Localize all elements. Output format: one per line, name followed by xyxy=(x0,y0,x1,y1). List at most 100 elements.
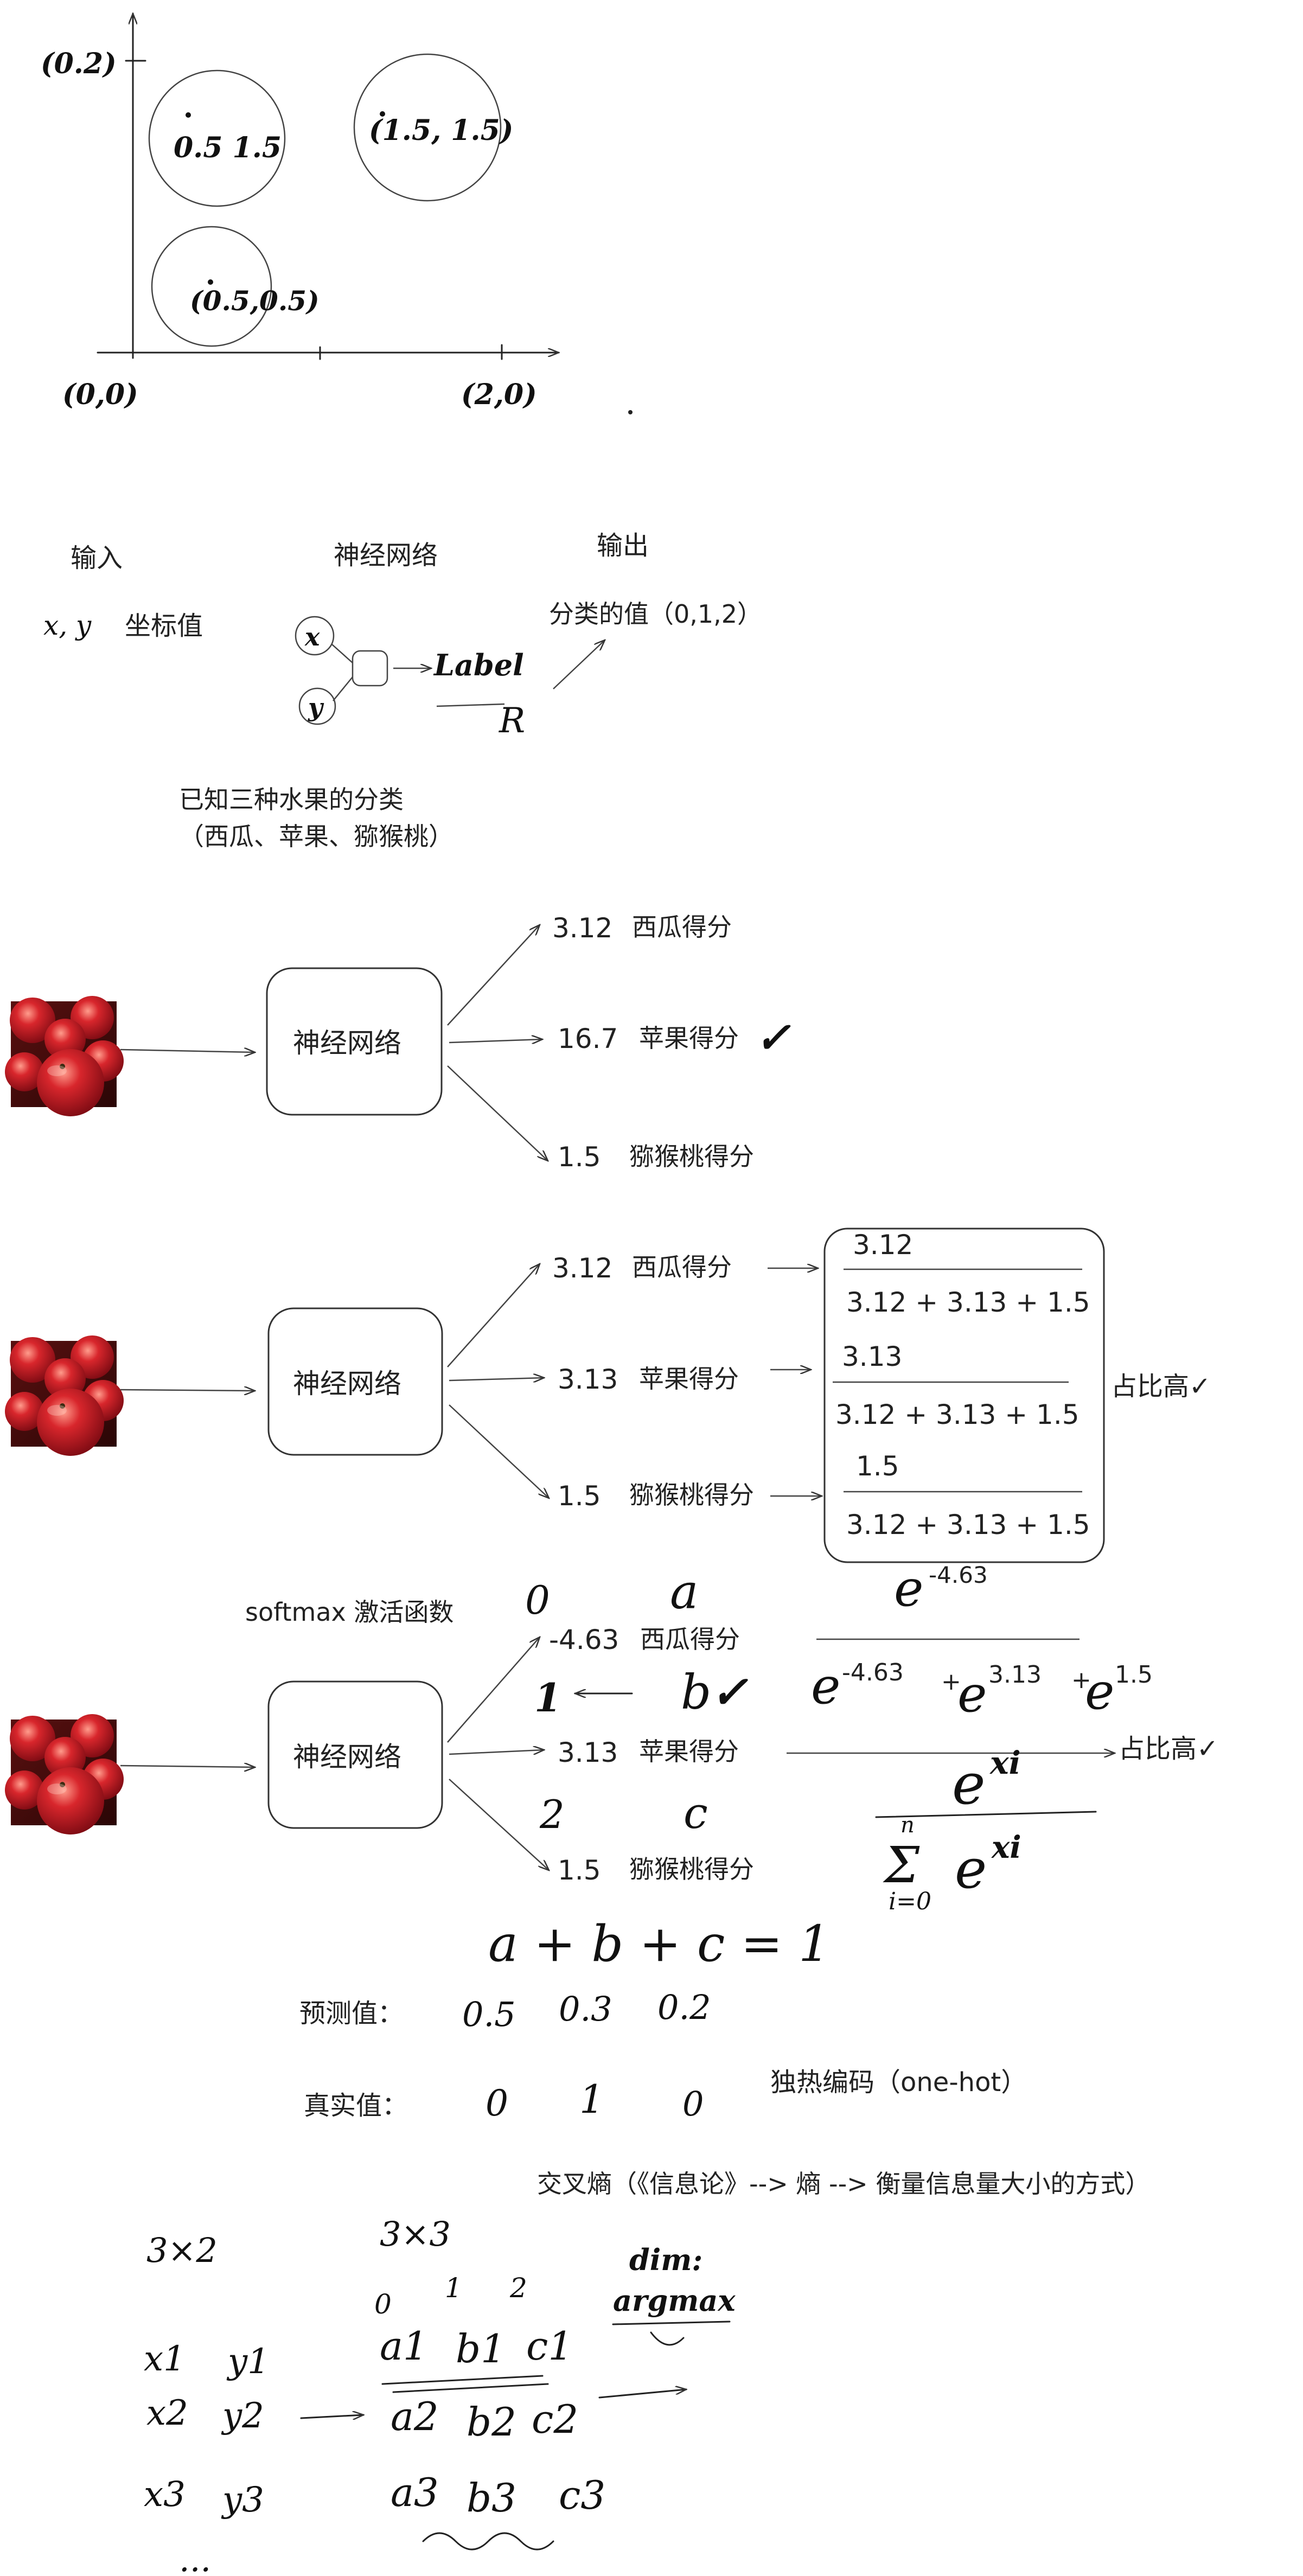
s3-score-2-value: 1.5 xyxy=(558,1855,601,1886)
note-argmax: argmax xyxy=(613,2283,736,2318)
circle-bottom-left xyxy=(151,226,272,347)
out-c3: c3 xyxy=(559,2472,605,2518)
nn-box-3 xyxy=(267,1680,443,1829)
note-dim: dim: xyxy=(629,2242,702,2277)
letter-b: b xyxy=(681,1664,711,1720)
output-desc: 分类的值（0,1,2） xyxy=(549,599,762,629)
softmax-fraction-bar xyxy=(875,1811,1097,1818)
s1-score-0-label: 西瓜得分 xyxy=(632,912,732,942)
s2-score-2-value: 1.5 xyxy=(558,1480,601,1512)
matrix-section: 3×2 3×3 0 1 2 x1 y1 x2 y2 x3 y3 ... a1 b… xyxy=(144,2214,736,2576)
s2-score-0-label: 西瓜得分 xyxy=(632,1252,732,1282)
s3-score-1-value: 3.13 xyxy=(558,1737,618,1768)
argmax-hook xyxy=(650,2331,685,2346)
point-bottom-left xyxy=(208,279,213,285)
s1-score-1-value: 16.7 xyxy=(558,1023,618,1054)
score-arrow-3c xyxy=(449,1779,549,1870)
photo-to-nn-arrow-1 xyxy=(120,1050,255,1052)
nn-title: 神经网络 xyxy=(334,540,438,571)
node-y-label: y xyxy=(308,693,324,722)
out-a2: a2 xyxy=(391,2394,439,2439)
node-x-label: x xyxy=(304,622,320,651)
s1-score-2-value: 1.5 xyxy=(558,1141,601,1173)
nn-box-3-label: 神经网络 xyxy=(293,1741,401,1773)
out-b1: b1 xyxy=(456,2326,506,2372)
softmax-num-base: e xyxy=(952,1751,986,1817)
softmax-label: softmax 激活函数 xyxy=(245,1597,454,1627)
s3-den-exp-2: 1.5 xyxy=(1115,1661,1153,1689)
frac-2-num: 1.5 xyxy=(856,1450,899,1482)
node-x xyxy=(295,616,335,656)
pred-value-2: 0.2 xyxy=(657,1987,711,2027)
softmax-den-exp: xi xyxy=(991,1830,1021,1865)
index-0: 0 xyxy=(525,1577,550,1623)
col-index-2: 2 xyxy=(509,2272,527,2304)
s3-score-1-label: 苹果得分 xyxy=(639,1737,739,1766)
argmax-underline xyxy=(612,2321,731,2325)
softmax-sum-bottom: i=0 xyxy=(889,1888,931,1915)
score-arrow-3b xyxy=(449,1750,544,1755)
score-arrow-2b xyxy=(449,1378,544,1380)
fruits-line1: 已知三种水果的分类 xyxy=(179,785,404,814)
pred-label: 预测值： xyxy=(299,1998,404,2029)
frac-0-num: 3.12 xyxy=(853,1229,913,1261)
score-arrow-3a xyxy=(447,1637,540,1743)
s3-check: ✓ xyxy=(711,1666,748,1718)
s3-den-base-0: e xyxy=(811,1657,840,1715)
s3-ratio-note: 占比高✓ xyxy=(1119,1734,1218,1764)
s1-score-0-value: 3.12 xyxy=(552,912,612,944)
input-y2: y2 xyxy=(221,2396,264,2436)
point-top-right xyxy=(380,111,385,117)
circle-label-top-left: 0.5 1.5 xyxy=(174,131,282,164)
s3-den-base-1: e xyxy=(957,1665,987,1723)
s3-score-0-value: -4.63 xyxy=(549,1624,619,1655)
section-2: 神经网络 3.12 西瓜得分 3.13 苹果得分 1.5 猕猴桃得分 3.12 … xyxy=(5,1228,1211,1563)
apple-photo-2 xyxy=(5,1335,124,1456)
pred-value-1: 0.3 xyxy=(559,1989,612,2029)
coordinate-plot: (0.2) (0,0) (2,0) 0.5 1.5 (1.5, 1.5) (0.… xyxy=(41,14,633,414)
fruits-line2: （西瓜、苹果、猕猴桃） xyxy=(179,822,454,851)
s2-ratio-note: 占比高✓ xyxy=(1111,1371,1211,1402)
out-c2: c2 xyxy=(532,2396,578,2442)
circle-top-right xyxy=(353,53,502,202)
letter-c: c xyxy=(684,1788,708,1838)
input-x1: x1 xyxy=(144,2339,186,2379)
output-to-argmax-arrow xyxy=(598,2389,686,2399)
score-arrow-1a xyxy=(447,925,540,1026)
s1-score-1-label: 苹果得分 xyxy=(639,1024,739,1053)
s2-score-1-label: 苹果得分 xyxy=(639,1364,739,1394)
stray-dot xyxy=(628,410,633,414)
pred-value-0: 0.5 xyxy=(462,1995,516,2034)
s3-den-exp-1: 3.13 xyxy=(988,1661,1042,1689)
section-1: 神经网络 3.12 西瓜得分 16.7 苹果得分 ✓ 1.5 猕猴桃得分 xyxy=(5,912,791,1173)
circle-label-top-right: (1.5, 1.5) xyxy=(369,114,513,147)
circle-label-bottom-left: (0.5,0.5) xyxy=(190,285,320,317)
index-2: 2 xyxy=(539,1792,565,1837)
nn-box-1-label: 神经网络 xyxy=(293,1027,401,1059)
input-shape: 3×2 xyxy=(146,2230,218,2270)
row1-underline xyxy=(381,2375,544,2385)
out-b2: b2 xyxy=(467,2399,516,2445)
apple-photo-3 xyxy=(5,1714,124,1834)
out-c1: c1 xyxy=(526,2323,573,2369)
input-desc: 坐标值 xyxy=(125,611,203,641)
fraction-box xyxy=(823,1228,1105,1563)
s1-score-2-label: 猕猴桃得分 xyxy=(629,1142,754,1171)
true-value-0: 0 xyxy=(486,2082,508,2124)
input-y1: y1 xyxy=(226,2342,270,2382)
score-arrow-1b xyxy=(449,1039,542,1043)
output-title: 输出 xyxy=(597,530,649,561)
s3-den-exp-0: -4.63 xyxy=(842,1659,904,1686)
s3-den-plus-0: + xyxy=(941,1668,961,1696)
input-x2: x2 xyxy=(146,2393,188,2433)
letter-a: a xyxy=(670,1564,698,1620)
index-1: 1 xyxy=(534,1674,561,1721)
row1-underline-2 xyxy=(392,2383,549,2393)
photo-to-nn-arrow-3 xyxy=(120,1766,255,1767)
input-x3: x3 xyxy=(144,2475,186,2515)
s3-score-2-label: 猕猴桃得分 xyxy=(629,1855,754,1884)
s3-num-base: e xyxy=(894,1559,923,1618)
onehot-label: 独热编码（one-hot） xyxy=(770,2067,1027,2098)
input-ellipsis: ... xyxy=(179,2540,211,2576)
